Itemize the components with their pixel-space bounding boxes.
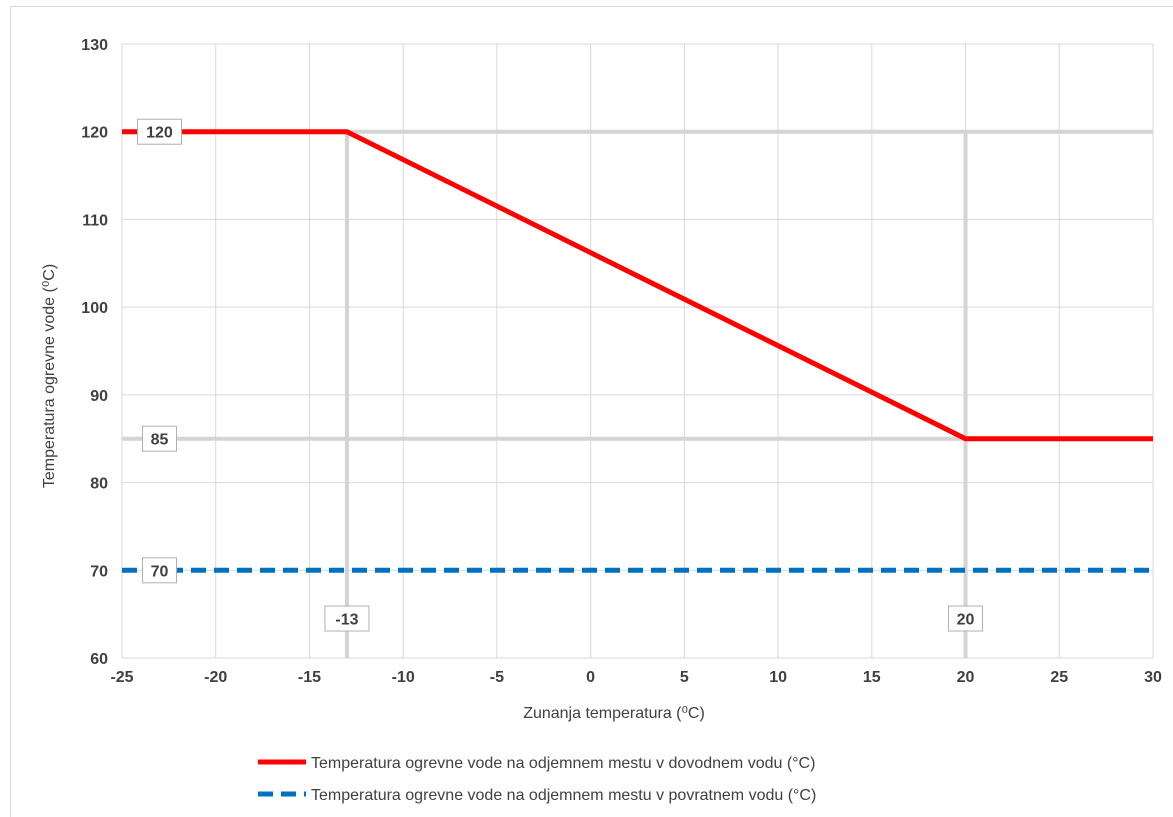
- annotation-5: 20: [948, 605, 984, 632]
- annotations: 120 85 70 -13 20: [136, 118, 984, 632]
- annotation-box: [324, 605, 370, 632]
- legend-item-2: Temperatura ogrevne vode na odjemnem mes…: [258, 787, 816, 804]
- legend-item-1: Temperatura ogrevne vode na odjemnem mes…: [258, 755, 815, 772]
- x-tick-label: -15: [298, 669, 321, 686]
- x-tick-label: 5: [680, 669, 689, 686]
- y-tick-label: 80: [90, 476, 108, 493]
- y-tick-label: 60: [90, 651, 108, 668]
- annotation-box: [136, 118, 182, 145]
- x-tick-label: 30: [1144, 669, 1162, 686]
- x-tick-label: -25: [110, 669, 133, 686]
- x-tick-label: 20: [957, 669, 975, 686]
- annotation-1: 120: [136, 118, 182, 145]
- annotation-box: [948, 605, 984, 632]
- annotation-box: [141, 557, 177, 584]
- y-tick-label: 110: [82, 212, 108, 229]
- series-lines: [122, 129, 1153, 573]
- y-tick-label: 90: [90, 388, 108, 405]
- legend-label: Temperatura ogrevne vode na odjemnem mes…: [311, 755, 815, 772]
- legend: Temperatura ogrevne vode na odjemnem mes…: [258, 755, 816, 804]
- series-line-1: [122, 129, 1153, 442]
- y-tick-labels: 60 70 80 90 100 110 120 130: [81, 37, 108, 668]
- x-tick-label: 10: [769, 669, 787, 686]
- reference-lines: [122, 129, 1153, 658]
- x-tick-labels: -25 -20 -15 -10 -5 0 5 10 15 20 25 30: [110, 669, 1162, 686]
- y-axis-title: Temperatura ogrevne vode (⁰C): [41, 264, 58, 488]
- legend-label: Temperatura ogrevne vode na odjemnem mes…: [311, 787, 816, 804]
- annotation-label: 120: [146, 125, 173, 142]
- x-tick-label: -5: [490, 669, 504, 686]
- y-tick-label: 100: [81, 300, 108, 317]
- y-tick-label: 130: [81, 37, 108, 54]
- annotation-box: [141, 425, 177, 452]
- x-tick-label: 25: [1050, 669, 1068, 686]
- annotation-label: 20: [957, 612, 975, 629]
- annotation-4: -13: [324, 605, 370, 632]
- x-tick-label: -20: [204, 669, 227, 686]
- chart-frame: [10, 6, 1173, 817]
- gridlines: [121, 43, 1154, 659]
- x-tick-label: -10: [392, 669, 415, 686]
- annotation-label: 85: [151, 432, 169, 449]
- annotation-label: -13: [335, 612, 358, 629]
- x-tick-label: 15: [863, 669, 881, 686]
- annotation-3: 70: [141, 557, 177, 584]
- y-tick-label: 120: [81, 125, 108, 142]
- annotation-2: 85: [141, 425, 177, 452]
- y-tick-label: 70: [90, 563, 108, 580]
- x-axis-title: Zunanja temperatura (⁰C): [523, 705, 705, 722]
- x-tick-label: 0: [586, 669, 595, 686]
- annotation-label: 70: [151, 563, 169, 580]
